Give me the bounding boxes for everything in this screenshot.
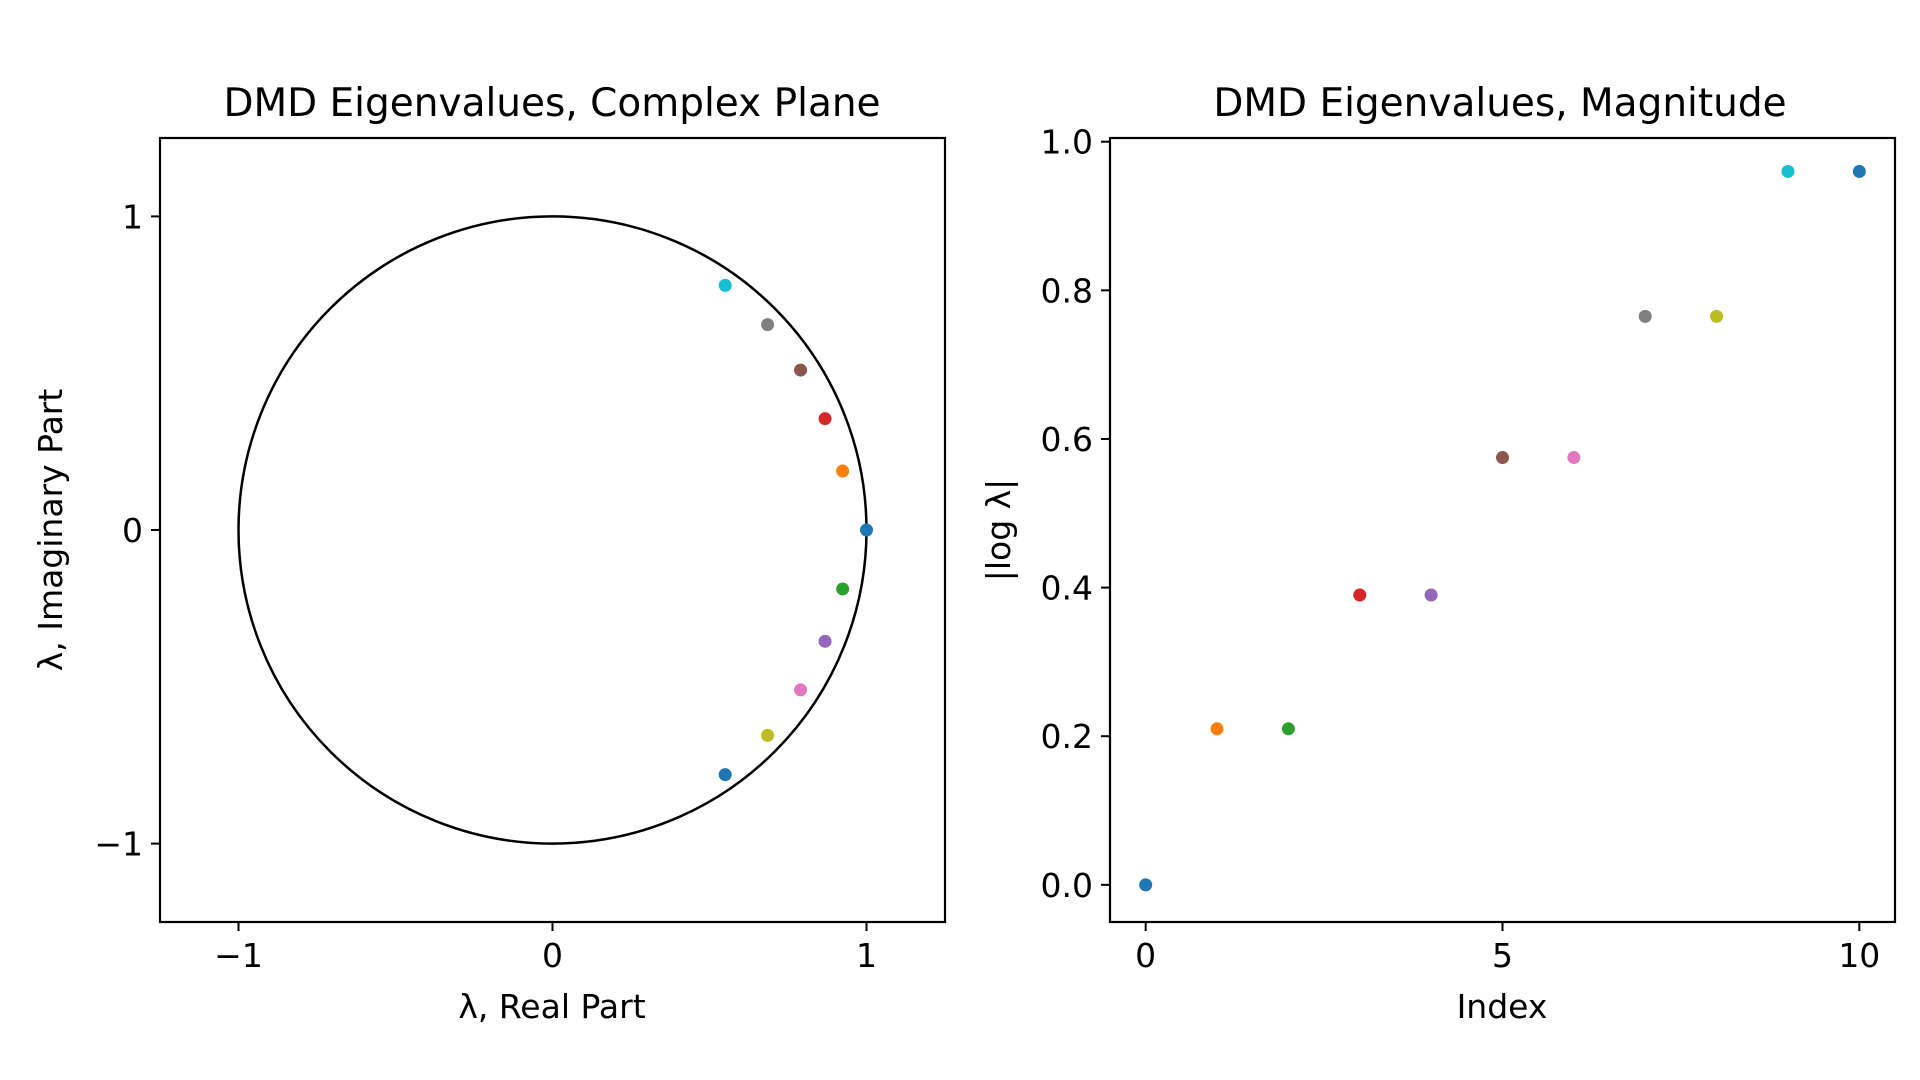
magnitude-x-axis-label: Index <box>1457 987 1548 1026</box>
magnitude-y-tick-label-3: 0.6 <box>1041 420 1093 459</box>
magnitude-x-tick-label-0: 0 <box>1135 936 1156 975</box>
magnitude-point-2 <box>1281 722 1295 736</box>
complex-plane-point-9 <box>718 278 732 292</box>
magnitude-point-8 <box>1710 309 1724 323</box>
complex-plane-y-tick-label-0: −1 <box>94 825 143 864</box>
magnitude-y-axis-label: |log λ| <box>979 479 1018 582</box>
magnitude-x-tick-label-2: 10 <box>1838 936 1880 975</box>
magnitude-point-7 <box>1638 309 1652 323</box>
complex-plane-marks <box>237 215 873 845</box>
complex-plane-panel: DMD Eigenvalues, Complex Plane −1 0 1 −1 0 1… <box>31 81 947 1026</box>
complex-plane-point-5 <box>794 363 808 377</box>
magnitude-title: DMD Eigenvalues, Magnitude <box>1213 81 1786 126</box>
complex-plane-point-3 <box>818 412 832 426</box>
complex-plane-title: DMD Eigenvalues, Complex Plane <box>223 81 880 126</box>
complex-plane-x-ticks: −1 0 1 <box>214 922 877 975</box>
complex-plane-point-8 <box>761 728 775 742</box>
magnitude-y-tick-label-0: 0.0 <box>1041 866 1093 905</box>
complex-plane-x-tick-label-0: −1 <box>214 936 263 975</box>
complex-plane-point-7 <box>761 318 775 332</box>
complex-plane-point-6 <box>794 683 808 697</box>
complex-plane-x-axis-label: λ, Real Part <box>458 987 645 1026</box>
complex-plane-x-tick-label-1: 0 <box>542 936 563 975</box>
complex-plane-y-tick-label-2: 1 <box>122 197 143 236</box>
magnitude-point-4 <box>1424 588 1438 602</box>
magnitude-y-tick-label-2: 0.4 <box>1041 569 1093 608</box>
magnitude-point-6 <box>1567 451 1581 465</box>
magnitude-marks <box>1139 164 1866 892</box>
magnitude-panel: DMD Eigenvalues, Magnitude 0 5 10 0.00.20.… <box>979 81 1897 1026</box>
magnitude-y-tick-label-1: 0.2 <box>1041 717 1093 756</box>
complex-plane-point-2 <box>836 582 850 596</box>
magnitude-y-tick-label-5: 1.0 <box>1041 123 1093 162</box>
complex-plane-x-tick-label-2: 1 <box>856 936 877 975</box>
complex-plane-y-axis-label: λ, Imaginary Part <box>31 389 70 672</box>
magnitude-x-tick-label-1: 5 <box>1492 936 1513 975</box>
magnitude-y-ticks: 0.0 0.2 0.4 0.6 0.8 1.0 <box>1041 123 1110 905</box>
complex-plane-point-0 <box>860 523 873 537</box>
complex-plane-y-ticks: −1 0 1 <box>94 197 160 864</box>
magnitude-x-ticks: 0 5 10 <box>1135 922 1880 975</box>
complex-plane-point-4 <box>818 634 832 648</box>
magnitude-point-9 <box>1781 164 1795 178</box>
magnitude-point-3 <box>1353 588 1367 602</box>
magnitude-point-5 <box>1496 451 1509 465</box>
complex-plane-y-tick-label-1: 0 <box>122 511 143 550</box>
magnitude-point-0 <box>1139 878 1153 892</box>
magnitude-point-10 <box>1852 164 1866 178</box>
magnitude-y-tick-label-4: 0.8 <box>1041 271 1093 310</box>
complex-plane-point-1 <box>836 464 850 478</box>
complex-plane-point-10 <box>718 768 732 782</box>
magnitude-point-1 <box>1210 722 1224 736</box>
